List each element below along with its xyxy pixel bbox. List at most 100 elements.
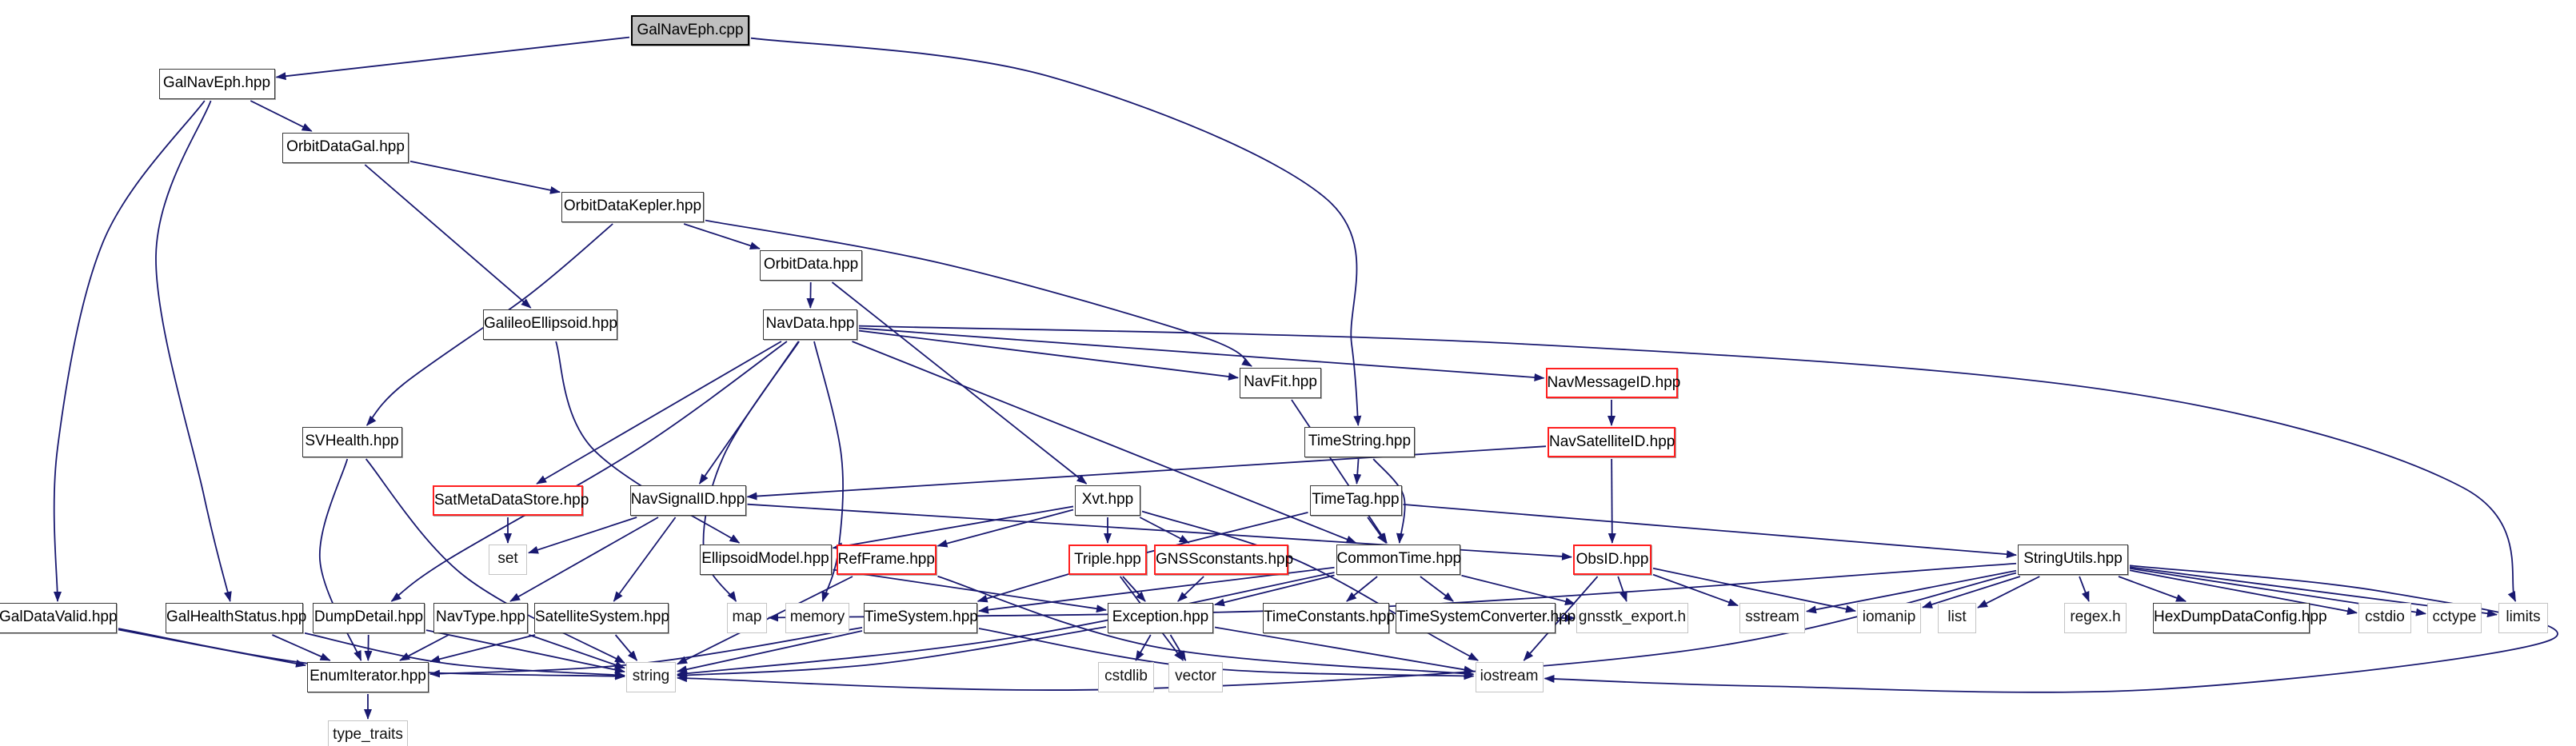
edge-NavType-hpp-to-EnumIterator-hpp xyxy=(399,634,449,661)
node-DumpDetail-hpp[interactable]: DumpDetail.hpp xyxy=(313,603,425,633)
node-set[interactable]: set xyxy=(489,545,527,575)
node-TimeTag-hpp[interactable]: TimeTag.hpp xyxy=(1309,485,1402,516)
edge-Exception-hpp-to-iostream xyxy=(1214,626,1475,674)
node-GalNavEph-hpp[interactable]: GalNavEph.hpp xyxy=(158,69,275,99)
node-OrbitDataKepler-hpp[interactable]: OrbitDataKepler.hpp xyxy=(561,192,704,222)
edge-Exception-hpp-to-cstdlib xyxy=(1135,634,1152,661)
node-regex-h[interactable]: regex.h xyxy=(2064,603,2127,633)
node-Xvt-hpp[interactable]: Xvt.hpp xyxy=(1075,485,1140,516)
node-NavMessageID-hpp[interactable]: NavMessageID.hpp xyxy=(1545,368,1680,398)
edge-OrbitDataGal-hpp-to-OrbitDataKepler-hpp xyxy=(409,160,561,194)
node-iostream[interactable]: iostream xyxy=(1475,662,1544,692)
node-RefFrame-hpp[interactable]: RefFrame.hpp xyxy=(836,545,937,575)
node-HexDumpDataConfig-hpp[interactable]: HexDumpDataConfig.hpp xyxy=(2153,603,2327,633)
edge-NavSignalID-hpp-to-SatelliteSystem-hpp xyxy=(613,517,677,602)
node-gnsstk-export-h[interactable]: gnsstk_export.h xyxy=(1576,603,1688,633)
edge-OrbitDataGal-hpp-to-GalileoEllipsoid-hpp xyxy=(364,164,532,309)
edge-GalNavEph-cpp-to-TimeString-hpp xyxy=(750,37,1362,426)
edge-StringUtils-hpp-to-sstream xyxy=(1806,569,2017,614)
edge-NavData-hpp-to-memory xyxy=(813,341,844,602)
node-GalNavEph-cpp[interactable]: GalNavEph.cpp xyxy=(631,15,749,46)
edge-ObsID-hpp-to-sstream xyxy=(1652,573,1739,607)
node-TimeConstants-hpp[interactable]: TimeConstants.hpp xyxy=(1263,603,1395,633)
node-vector[interactable]: vector xyxy=(1168,662,1223,692)
node-map[interactable]: map xyxy=(727,603,767,633)
node-EnumIterator-hpp[interactable]: EnumIterator.hpp xyxy=(307,662,429,692)
edge-StringUtils-hpp-to-regex-h xyxy=(2079,576,2090,602)
node-ObsID-hpp[interactable]: ObsID.hpp xyxy=(1573,545,1651,575)
node-EllipsoidModel-hpp[interactable]: EllipsoidModel.hpp xyxy=(699,545,832,575)
node-CommonTime-hpp[interactable]: CommonTime.hpp xyxy=(1336,545,1461,575)
edge-GalNavEph-hpp-to-GalDataValid-hpp xyxy=(53,100,206,602)
edge-Xvt-hpp-to-GNSSconstants-hpp xyxy=(1139,517,1190,544)
node-NavSatelliteID-hpp[interactable]: NavSatelliteID.hpp xyxy=(1548,427,1675,457)
node-cstdio[interactable]: cstdio xyxy=(2358,603,2411,633)
node-SatMetaDataStore-hpp[interactable]: SatMetaDataStore.hpp xyxy=(433,485,589,516)
node-TimeSystem-hpp[interactable]: TimeSystem.hpp xyxy=(864,603,978,633)
edge-TimeString-hpp-to-CommonTime-hpp xyxy=(1372,458,1406,544)
node-NavData-hpp[interactable]: NavData.hpp xyxy=(763,309,857,340)
edge-GNSSconstants-hpp-to-Exception-hpp xyxy=(1177,576,1204,602)
edge-OrbitDataKepler-hpp-to-OrbitData-hpp xyxy=(683,223,761,250)
edge-NavSignalID-hpp-to-ObsID-hpp xyxy=(747,503,1572,560)
edge-TimeTag-hpp-to-CommonTime-hpp xyxy=(1367,517,1387,544)
edge-TimeString-hpp-to-TimeTag-hpp xyxy=(1353,458,1362,485)
node-SatelliteSystem-hpp[interactable]: SatelliteSystem.hpp xyxy=(534,603,669,633)
node-TimeString-hpp[interactable]: TimeString.hpp xyxy=(1304,427,1415,457)
node-Exception-hpp[interactable]: Exception.hpp xyxy=(1108,603,1213,633)
edge-Xvt-hpp-to-iostream xyxy=(1141,510,1480,661)
edge-CommonTime-hpp-to-gnsstk-export-h xyxy=(1461,574,1576,606)
edge-GalHealthStatus-hpp-to-EnumIterator-hpp xyxy=(272,634,331,661)
edge-StringUtils-hpp-to-cstdio xyxy=(2129,569,2358,616)
edge-NavData-hpp-to-NavFit-hpp xyxy=(858,329,1239,381)
edge-OrbitData-hpp-to-Xvt-hpp xyxy=(831,281,1088,485)
edge-OrbitDataKepler-hpp-to-NavFit-hpp xyxy=(705,219,1252,367)
node-StringUtils-hpp[interactable]: StringUtils.hpp xyxy=(2018,545,2128,575)
edge-GalNavEph-hpp-to-GalHealthStatus-hpp xyxy=(155,100,232,602)
edge-NavSatelliteID-hpp-to-ObsID-hpp xyxy=(1608,458,1616,544)
node-sstream[interactable]: sstream xyxy=(1739,603,1805,633)
edge-StringUtils-hpp-to-iostream xyxy=(1544,564,2558,693)
edge-OrbitDataKepler-hpp-to-SVHealth-hpp xyxy=(366,223,613,426)
node-OrbitData-hpp[interactable]: OrbitData.hpp xyxy=(760,250,862,281)
edge-Exception-hpp-to-vector xyxy=(1169,634,1187,661)
edge-NavSignalID-hpp-to-NavType-hpp xyxy=(509,517,659,602)
edge-SVHealth-hpp-to-string xyxy=(365,458,625,664)
edge-NavType-hpp-to-string xyxy=(529,634,625,669)
node-cctype[interactable]: cctype xyxy=(2427,603,2482,633)
node-cstdlib[interactable]: cstdlib xyxy=(1098,662,1154,692)
node-NavType-hpp[interactable]: NavType.hpp xyxy=(433,603,528,633)
node-NavSignalID-hpp[interactable]: NavSignalID.hpp xyxy=(629,485,746,516)
node-list[interactable]: list xyxy=(1938,603,1976,633)
edge-TimeTag-hpp-to-StringUtils-hpp xyxy=(1403,504,2017,559)
edge-GalNavEph-cpp-to-GalNavEph-hpp xyxy=(275,36,630,81)
node-TimeSystemConverter-hpp[interactable]: TimeSystemConverter.hpp xyxy=(1396,603,1576,633)
edge-NavData-hpp-to-SatMetaDataStore-hpp xyxy=(536,341,782,485)
edge-SVHealth-hpp-to-EnumIterator-hpp xyxy=(319,458,362,661)
node-SVHealth-hpp[interactable]: SVHealth.hpp xyxy=(302,427,402,457)
edge-CommonTime-hpp-to-string xyxy=(677,572,1335,678)
edge-GalNavEph-hpp-to-OrbitDataGal-hpp xyxy=(250,100,313,132)
node-type-traits[interactable]: type_traits xyxy=(328,720,408,746)
node-GNSSconstants-hpp[interactable]: GNSSconstants.hpp xyxy=(1154,545,1293,575)
edge-ObsID-hpp-to-iomanip xyxy=(1652,567,1856,613)
edge-CommonTime-hpp-to-Exception-hpp xyxy=(1214,574,1335,607)
edge-CommonTime-hpp-to-TimeConstants-hpp xyxy=(1346,576,1378,602)
node-iomanip[interactable]: iomanip xyxy=(1857,603,1921,633)
node-memory[interactable]: memory xyxy=(785,603,849,633)
node-NavFit-hpp[interactable]: NavFit.hpp xyxy=(1240,368,1321,398)
node-Triple-hpp[interactable]: Triple.hpp xyxy=(1068,545,1147,575)
edge-GalHealthStatus-hpp-to-string xyxy=(304,632,625,679)
node-string[interactable]: string xyxy=(626,662,676,692)
node-OrbitDataGal-hpp[interactable]: OrbitDataGal.hpp xyxy=(282,133,409,163)
node-GalileoEllipsoid-hpp[interactable]: GalileoEllipsoid.hpp xyxy=(483,309,617,340)
node-GalDataValid-hpp[interactable]: GalDataValid.hpp xyxy=(0,603,118,633)
edge-TimeSystem-hpp-to-string xyxy=(677,630,863,674)
edge-Xvt-hpp-to-RefFrame-hpp xyxy=(937,509,1074,548)
edge-DumpDetail-hpp-to-string xyxy=(425,629,625,674)
edge-CommonTime-hpp-to-TimeSystemConverter-hpp xyxy=(1420,576,1454,602)
node-limits[interactable]: limits xyxy=(2498,603,2548,633)
node-GalHealthStatus-hpp[interactable]: GalHealthStatus.hpp xyxy=(166,603,306,633)
edge-StringUtils-hpp-to-iomanip xyxy=(1922,576,2021,608)
